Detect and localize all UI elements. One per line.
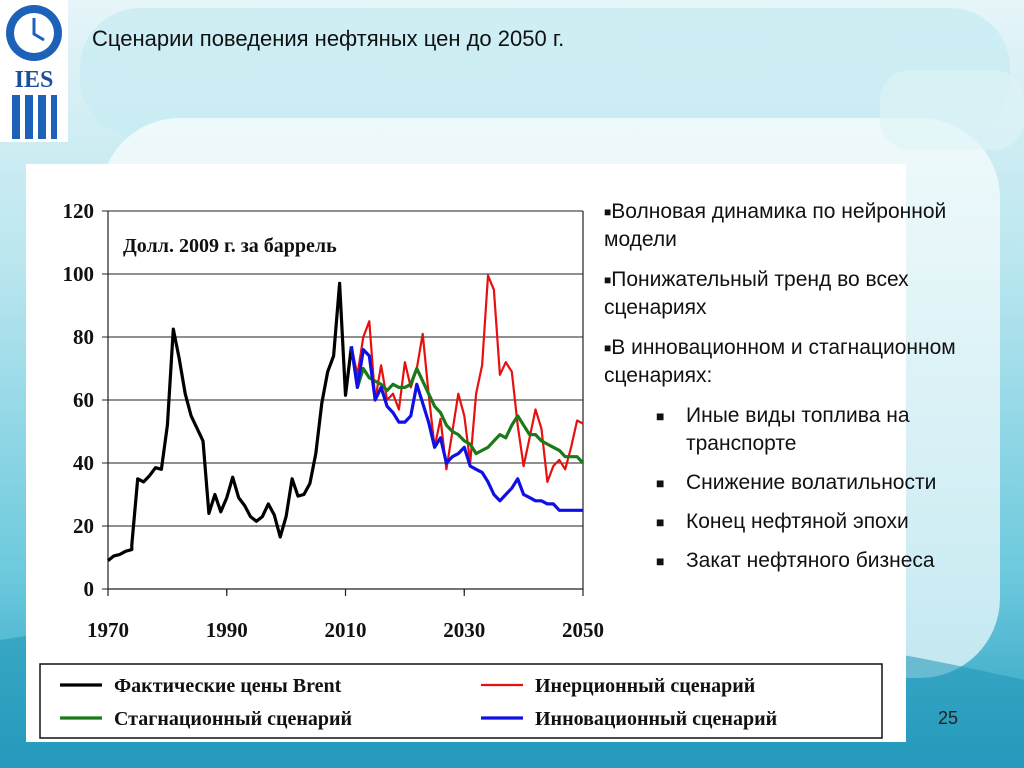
bullet-marker-icon: ■ bbox=[604, 273, 612, 287]
sub-bullet-item: ■ Закат нефтяного бизнеса bbox=[604, 547, 1004, 575]
bullet-list: ■Волновая динамика по нейронной модели ■… bbox=[604, 198, 1004, 586]
grid-layer bbox=[108, 210, 583, 590]
x-tick-label: 1990 bbox=[206, 618, 248, 642]
bullet-marker-icon: ■ bbox=[656, 514, 665, 530]
sub-bullet-item: ■ Конец нефтяной эпохи bbox=[604, 508, 1004, 536]
bullet-marker-icon: ■ bbox=[604, 205, 612, 219]
chart-panel: 0 20 40 60 80 100 120 1970 1990 2010 2030 2050 Долл… bbox=[26, 164, 906, 742]
bullet-marker-icon: ■ bbox=[656, 553, 665, 569]
axis-layer: 0 20 40 60 80 100 120 1970 1990 2010 2030 2050 bbox=[63, 199, 605, 642]
legend-label: Фактические цены Brent bbox=[114, 675, 342, 697]
bullet-item: ■Волновая динамика по нейронной модели bbox=[604, 200, 947, 251]
y-tick-label: 20 bbox=[73, 514, 94, 538]
series-line bbox=[349, 346, 583, 512]
slide-title: Сценарии поведения нефтяных цен до 2050 … bbox=[92, 26, 565, 51]
y-tick-label: 80 bbox=[73, 325, 94, 349]
price-chart: 0 20 40 60 80 100 120 1970 1990 2010 2030 2050 Долл… bbox=[39, 199, 883, 739]
y-tick-label: 100 bbox=[63, 262, 95, 286]
bullet-item: ■Понижательный тренд во всех сценариях bbox=[604, 268, 909, 319]
sub-bullet-item: ■ Снижение волатильности bbox=[604, 469, 1004, 497]
legend-label: Инновационный сценарий bbox=[535, 708, 777, 730]
series-line bbox=[350, 274, 584, 483]
series-line bbox=[349, 346, 585, 465]
legend-box bbox=[39, 663, 883, 739]
series-line bbox=[107, 281, 353, 562]
legend: Фактические цены Brent Инерционный сценар… bbox=[60, 675, 777, 730]
legend-label: Стагнационный сценарий bbox=[114, 708, 352, 730]
y-tick-label: 60 bbox=[73, 388, 94, 412]
x-tick-label: 1970 bbox=[87, 618, 129, 642]
ies-logo: IES bbox=[0, 0, 68, 142]
bullet-marker-icon: ■ bbox=[656, 408, 665, 424]
sub-bullet-item: ■ Иные виды топлива на транспорте bbox=[656, 404, 910, 455]
unit-label: Долл. 2009 г. за баррель bbox=[123, 235, 337, 257]
y-tick-label: 120 bbox=[63, 199, 95, 223]
x-tick-label: 2010 bbox=[325, 618, 367, 642]
y-tick-label: 40 bbox=[73, 451, 94, 475]
bullet-marker-icon: ■ bbox=[604, 341, 612, 355]
bullet-item: ■В инновационном и стагнационном сценари… bbox=[604, 336, 956, 387]
series-layer bbox=[107, 274, 585, 562]
page-number: 25 bbox=[938, 708, 959, 728]
x-tick-label: 2030 bbox=[443, 618, 485, 642]
bullet-marker-icon: ■ bbox=[656, 475, 665, 491]
legend-label: Инерционный сценарий bbox=[535, 675, 755, 697]
logo-text: IES bbox=[15, 67, 54, 93]
x-tick-label: 2050 bbox=[562, 618, 604, 642]
y-tick-label: 0 bbox=[84, 577, 95, 601]
unit-label-bg bbox=[116, 228, 406, 262]
